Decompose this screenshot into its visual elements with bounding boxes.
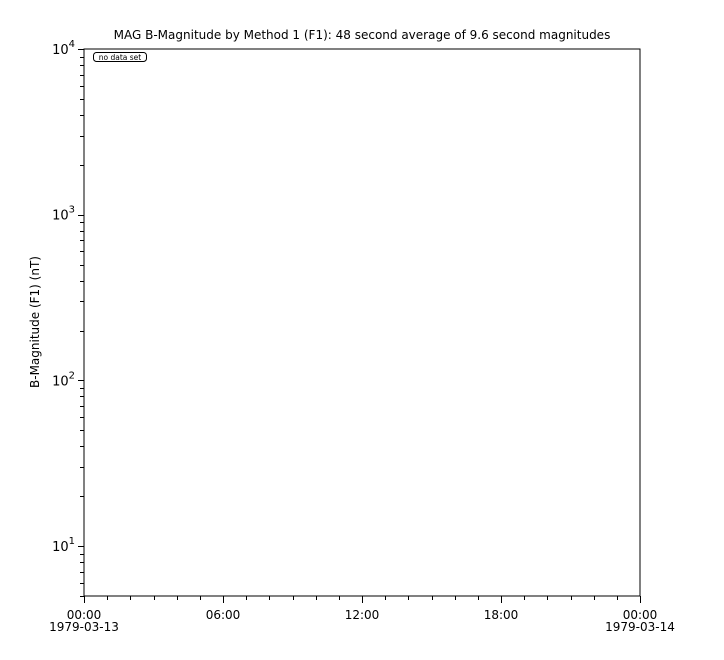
no-data-annotation: no data set (93, 52, 147, 62)
x-tick-time: 00:00 (67, 608, 102, 622)
y-axis-label: B-Magnitude (F1) (nT) (28, 256, 42, 388)
chart-title: MAG B-Magnitude by Method 1 (F1): 48 sec… (114, 28, 611, 42)
x-tick-date: 1979-03-14 (605, 620, 675, 634)
x-tick-date: 1979-03-13 (49, 620, 119, 634)
y-tick-label: 103 (52, 205, 75, 224)
annotation-text: no data set (99, 53, 142, 62)
y-tick-label: 102 (52, 370, 75, 389)
annotation-box (93, 52, 147, 62)
plot-frame (83, 48, 641, 597)
x-tick-time: 00:00 (623, 608, 658, 622)
x-tick-time: 06:00 (206, 608, 241, 622)
x-tick-time: 18:00 (484, 608, 519, 622)
x-tick-time: 12:00 (345, 608, 380, 622)
y-tick-label: 104 (52, 39, 75, 58)
y-tick-label: 101 (52, 536, 75, 555)
